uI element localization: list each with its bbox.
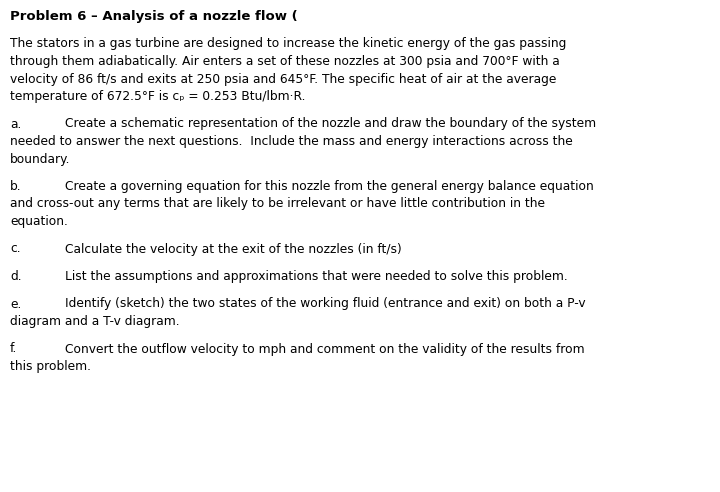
Text: temperature of 672.5°F is cₚ = 0.253 Btu/lbm·R.: temperature of 672.5°F is cₚ = 0.253 Btu… <box>10 90 305 103</box>
Text: d.: d. <box>10 270 22 283</box>
Text: velocity of 86 ft/s and exits at 250 psia and 645°F. The specific heat of air at: velocity of 86 ft/s and exits at 250 psi… <box>10 72 557 86</box>
Text: through them adiabatically. Air enters a set of these nozzles at 300 psia and 70: through them adiabatically. Air enters a… <box>10 55 559 68</box>
Text: The stators in a gas turbine are designed to increase the kinetic energy of the : The stators in a gas turbine are designe… <box>10 37 567 51</box>
Text: List the assumptions and approximations that were needed to solve this problem.: List the assumptions and approximations … <box>65 270 568 283</box>
Text: this problem.: this problem. <box>10 360 91 373</box>
Text: equation.: equation. <box>10 215 68 228</box>
Text: Create a governing equation for this nozzle from the general energy balance equa: Create a governing equation for this noz… <box>65 180 594 193</box>
Text: Create a schematic representation of the nozzle and draw the boundary of the sys: Create a schematic representation of the… <box>65 118 596 130</box>
Text: Convert the outflow velocity to mph and comment on the validity of the results f: Convert the outflow velocity to mph and … <box>65 342 585 356</box>
Text: Problem 6 – Analysis of a nozzle flow (: Problem 6 – Analysis of a nozzle flow ( <box>10 10 298 23</box>
Text: c.: c. <box>10 243 21 255</box>
Text: f.: f. <box>10 342 17 356</box>
Text: diagram and a T-v diagram.: diagram and a T-v diagram. <box>10 315 179 328</box>
Text: and cross-out any terms that are likely to be irrelevant or have little contribu: and cross-out any terms that are likely … <box>10 197 545 211</box>
Text: needed to answer the next questions.  Include the mass and energy interactions a: needed to answer the next questions. Inc… <box>10 135 572 148</box>
Text: e.: e. <box>10 298 22 310</box>
Text: a.: a. <box>10 118 22 130</box>
Text: boundary.: boundary. <box>10 153 71 165</box>
Text: Identify (sketch) the two states of the working fluid (entrance and exit) on bot: Identify (sketch) the two states of the … <box>65 298 585 310</box>
Text: Calculate the velocity at the exit of the nozzles (in ft/s): Calculate the velocity at the exit of th… <box>65 243 402 255</box>
Text: b.: b. <box>10 180 22 193</box>
